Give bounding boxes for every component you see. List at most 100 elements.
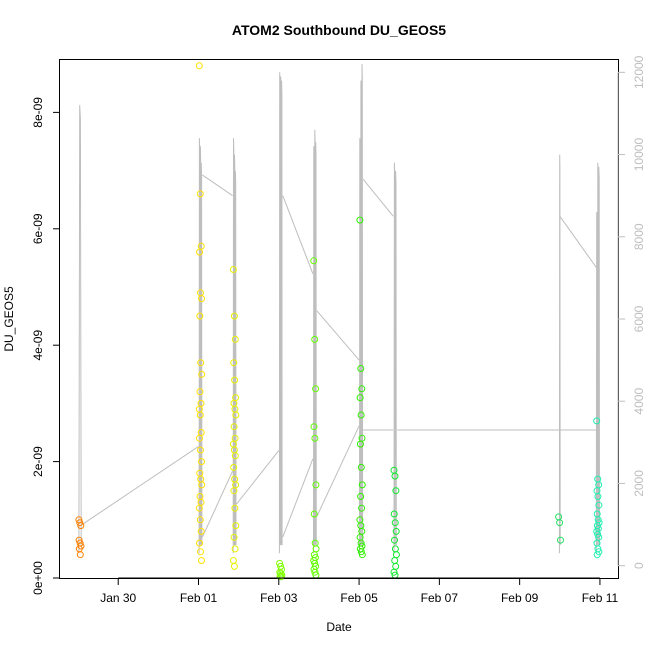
y-tick-label: 6e-09 (31, 213, 45, 244)
altitude-profile (278, 72, 283, 554)
data-point (594, 530, 602, 538)
x-tick-label: Feb 01 (180, 591, 218, 605)
data-point (198, 557, 205, 564)
altitude-profile (359, 64, 364, 554)
y2-tick-label: 0 (632, 562, 646, 569)
data-point (310, 423, 318, 431)
data-point (230, 463, 238, 471)
altitude-profile (232, 138, 237, 554)
data-point (391, 519, 399, 527)
data-point (230, 562, 238, 570)
altitude-profile (393, 162, 397, 554)
data-point (392, 527, 400, 535)
x-axis: Jan 30 Feb 01 Feb 03 Feb 05 Feb 07 Feb 09 Feb … (100, 577, 619, 605)
data-point (356, 440, 364, 448)
data-point (595, 501, 603, 509)
data-point (197, 548, 204, 556)
data-point (198, 481, 206, 489)
y2-tick-label: 2000 (632, 470, 646, 497)
data-point (357, 548, 365, 556)
data-point (231, 376, 239, 384)
altitude-transit-line (316, 425, 360, 517)
data-point (356, 216, 364, 224)
x-tick-label: Feb 03 (260, 591, 298, 605)
data-points (75, 62, 603, 581)
data-point (311, 568, 319, 576)
data-point (198, 370, 206, 378)
data-point (390, 510, 398, 518)
altitude-profile (78, 105, 82, 554)
data-point (357, 493, 365, 500)
data-point (356, 394, 364, 402)
data-point (391, 557, 399, 564)
data-point (232, 411, 240, 419)
y2-tick-label: 12000 (632, 55, 646, 89)
data-point (555, 513, 563, 521)
data-point (358, 481, 366, 489)
altitude-transit-line (316, 310, 360, 361)
plot-frame (59, 59, 619, 579)
altitude-transit-line (81, 445, 199, 526)
altitude-transit-line (362, 178, 394, 217)
chart-title: ATOM2 Southbound DU_GEOS5 (232, 22, 446, 38)
altitude-transit-line (202, 174, 233, 197)
data-point (231, 545, 239, 553)
data-point (196, 190, 204, 198)
data-point (76, 551, 84, 559)
y-axis-label: DU_GEOS5 (2, 286, 16, 352)
data-point (357, 365, 365, 372)
data-point (594, 493, 602, 500)
x-tick-label: Feb 05 (340, 591, 378, 605)
data-point (358, 385, 366, 393)
data-point (230, 487, 238, 495)
y-tick-label: 8e-09 (31, 97, 45, 128)
altitude-transit-line (282, 195, 314, 274)
data-point (196, 434, 203, 442)
data-point (195, 504, 203, 512)
data-point (357, 463, 365, 471)
data-point (195, 62, 203, 70)
altitude-transit-line (202, 470, 234, 538)
data-point (358, 551, 366, 559)
data-point (76, 519, 84, 527)
data-point (229, 266, 237, 273)
data-point (231, 335, 239, 343)
data-point (198, 458, 205, 466)
altitude-transit-line (236, 450, 280, 505)
data-point (557, 536, 564, 544)
x-tick-label: Feb 09 (501, 591, 539, 605)
data-point (593, 551, 601, 559)
data-point (310, 257, 318, 265)
data-point (593, 417, 601, 425)
data-point (312, 385, 320, 393)
y-tick-label: 2e-09 (31, 446, 45, 477)
data-point (198, 295, 205, 303)
y-tick-label: 4e-09 (31, 330, 45, 361)
data-point (230, 423, 238, 431)
data-point (391, 472, 399, 480)
data-point (593, 527, 601, 535)
y2-axis: 0 2000 4000 6000 8000 10000 12000 (617, 55, 646, 569)
data-point (230, 312, 238, 320)
altitude-profile (198, 138, 203, 554)
altitude-profile (595, 162, 600, 554)
data-point (197, 359, 205, 367)
data-point (229, 557, 237, 564)
y-axis: 0e+00 2e-09 4e-09 6e-09 8e-09 (31, 97, 60, 595)
data-point (392, 562, 400, 570)
data-point (311, 335, 319, 343)
data-point (311, 434, 319, 442)
data-point (196, 539, 203, 547)
altitude-transit-line (282, 458, 314, 538)
y2-tick-label: 6000 (632, 305, 646, 332)
y2-tick-label: 8000 (632, 223, 646, 250)
data-point (392, 487, 400, 495)
x-tick-label: Jan 30 (100, 591, 136, 605)
data-point (196, 516, 204, 524)
data-point (230, 359, 238, 367)
data-point (277, 573, 285, 581)
data-point (77, 522, 85, 530)
x-tick-label: Feb 11 (582, 591, 619, 605)
data-point (391, 545, 399, 553)
